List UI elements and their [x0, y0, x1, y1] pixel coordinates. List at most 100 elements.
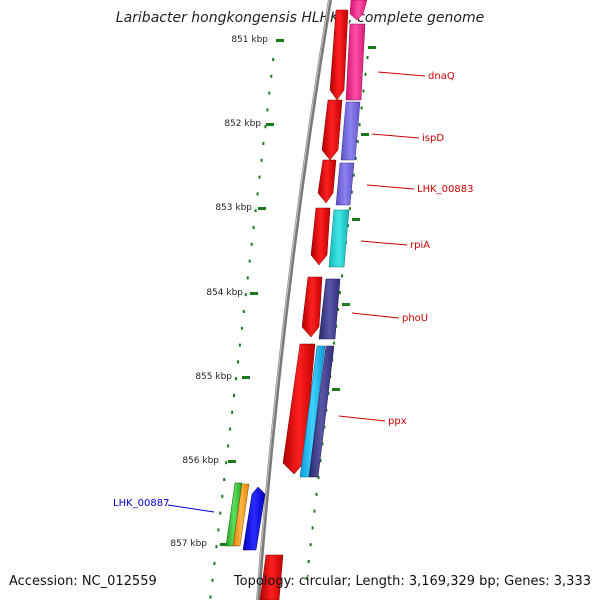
- gene-ispD-cds: [321, 99, 343, 161]
- feature-track: [299, 0, 368, 478]
- minor-tick: [229, 427, 232, 431]
- gene-label-LHK_00883[interactable]: LHK_00883: [417, 184, 473, 195]
- minor-tick: [264, 125, 267, 129]
- tick-label: 854 kbp: [206, 288, 243, 298]
- minor-tick: [317, 476, 320, 479]
- minor-tick: [352, 173, 355, 177]
- minor-tick: [350, 190, 353, 194]
- minor-tick: [305, 576, 308, 580]
- gene-rpiA-cds: [310, 207, 331, 266]
- minor-tick: [238, 343, 241, 347]
- minor-tick: [262, 142, 265, 145]
- minor-tick: [258, 175, 261, 179]
- gene-LHK_00887-orange: [232, 483, 250, 547]
- gene-LHK_00887-blue: [242, 486, 266, 551]
- tick-mark: [228, 460, 236, 463]
- tick-label: 851 kbp: [231, 35, 268, 45]
- gene-LHK_00887-group: [225, 482, 266, 551]
- minor-tick: [360, 106, 363, 110]
- minor-tick: [248, 259, 251, 263]
- cds-track: [259, 9, 349, 600]
- gene-LHK_00883-cds: [317, 159, 337, 204]
- minor-tick: [221, 494, 224, 498]
- minor-tick: [240, 326, 243, 330]
- tick-mark: [220, 543, 228, 546]
- map-title: Laribacter hongkongensis HLHK9, complete…: [115, 10, 485, 26]
- tick-mark: [250, 292, 258, 295]
- minor-tick: [341, 274, 343, 278]
- minor-tick: [213, 562, 216, 565]
- tick-label: 857 kbp: [170, 539, 207, 549]
- tick-mark: [242, 376, 250, 379]
- topology-text: Topology: circular; Length: 3,169,329 bp…: [233, 574, 591, 589]
- minor-tick: [319, 459, 322, 463]
- minor-tick: [235, 377, 237, 381]
- minor-tick: [309, 543, 312, 547]
- minor-tick: [244, 293, 247, 297]
- minor-tick: [313, 509, 316, 513]
- minor-tick: [362, 89, 365, 93]
- tick-label: 855 kbp: [195, 372, 232, 382]
- minor-tick: [217, 528, 220, 532]
- gene-ppx-feature-navy: [308, 345, 335, 478]
- tick-mark: [258, 207, 266, 210]
- tick-label: 852 kbp: [224, 119, 261, 129]
- minor-tick: [268, 91, 271, 95]
- minor-tick: [242, 310, 245, 313]
- minor-tick: [321, 442, 324, 446]
- minor-tick: [252, 226, 255, 229]
- label-leaders: [167, 71, 426, 513]
- minor-tick: [348, 207, 351, 211]
- genome-backbone-highlight: [256, 0, 330, 600]
- gene-label-ispD[interactable]: ispD: [422, 133, 444, 144]
- gene-label-LHK_00887[interactable]: LHK_00887: [113, 498, 169, 509]
- minor-tick: [270, 74, 273, 78]
- gene-dnaQ-cds: [329, 9, 349, 101]
- tick-mark: [276, 39, 284, 42]
- gene-LHK_00883-feature: [335, 162, 355, 206]
- gene-rpiA-feature: [328, 209, 350, 268]
- gene-ppx-cds: [282, 343, 316, 475]
- minor-tick: [233, 394, 235, 397]
- minor-tick: [315, 492, 318, 496]
- minor-tick: [356, 140, 359, 143]
- minor-tick: [223, 478, 226, 481]
- gene-labels: dnaQ ispD LHK_00883 rpiA phoU ppx LHK_00…: [113, 71, 473, 509]
- minor-tick: [250, 242, 253, 246]
- tick-label: 853 kbp: [215, 203, 252, 213]
- gene-label-phoU[interactable]: phoU: [402, 313, 428, 324]
- minor-tick: [333, 341, 336, 345]
- minor-tick: [364, 72, 367, 76]
- gene-label-dnaQ[interactable]: dnaQ: [428, 71, 455, 82]
- minor-tick: [219, 511, 222, 515]
- minor-tick: [246, 276, 249, 280]
- minor-tick: [339, 291, 341, 295]
- gene-label-rpiA[interactable]: rpiA: [410, 240, 430, 251]
- gene-ispD-feature: [340, 101, 361, 161]
- minor-tick: [346, 224, 349, 227]
- minor-tick: [307, 560, 310, 563]
- right-tick-marks: [332, 46, 376, 391]
- minor-tick: [215, 545, 218, 549]
- minor-tick: [354, 156, 357, 160]
- minor-tick: [337, 308, 340, 311]
- gene-phoU-feature: [318, 278, 341, 340]
- gene-dnaQ-feature: [349, 0, 368, 21]
- minor-tick: [311, 526, 314, 530]
- minor-tick: [211, 578, 214, 582]
- minor-tick: [237, 360, 239, 364]
- gene-next-cds: [259, 554, 284, 600]
- minor-tick: [366, 56, 369, 59]
- gene-dnaQ-feature: [345, 23, 366, 101]
- minor-tick: [209, 595, 212, 599]
- kbp-tick-labels: 851 kbp 852 kbp 853 kbp 854 kbp 855 kbp …: [170, 35, 268, 549]
- accession-text: Accession: NC_012559: [9, 574, 157, 589]
- minor-tick: [225, 461, 228, 465]
- minor-tick: [254, 209, 257, 213]
- gene-label-ppx[interactable]: ppx: [388, 416, 407, 427]
- genome-backbone: [256, 0, 332, 600]
- tick-rail-left: [209, 58, 275, 599]
- minor-tick: [358, 123, 361, 127]
- minor-tick: [227, 444, 230, 448]
